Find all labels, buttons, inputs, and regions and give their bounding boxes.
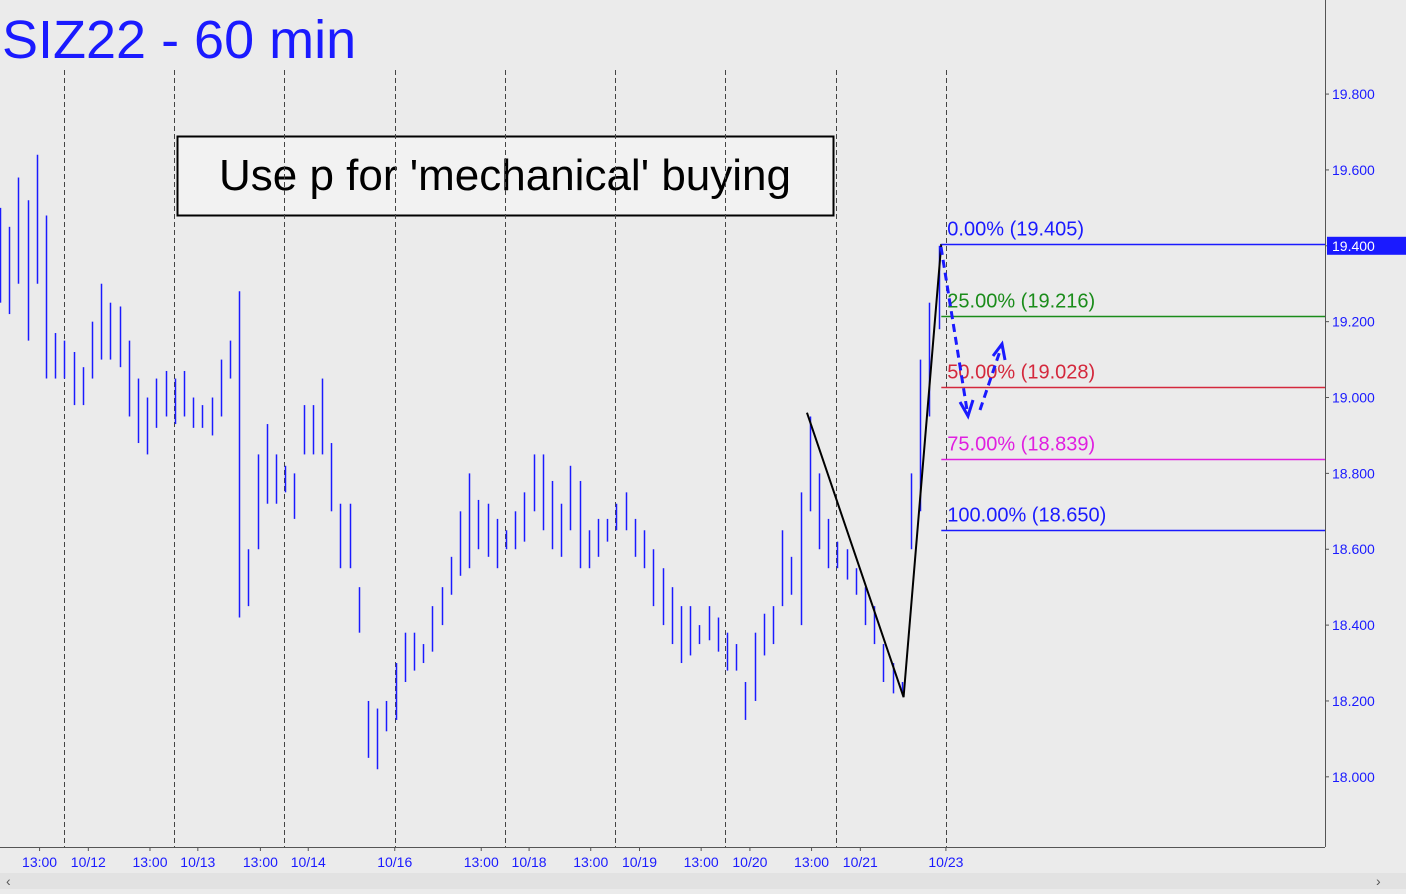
x-tick-label: 13:00: [243, 854, 278, 870]
x-tick-label: 10/18: [512, 854, 547, 870]
x-tick-label: 10/21: [843, 854, 878, 870]
projection-arrow-down: [939, 246, 969, 411]
chart-title: SIZ22 - 60 min: [2, 10, 356, 70]
last-price-label: 19.400: [1332, 238, 1375, 254]
x-tick-label: 10/12: [71, 854, 106, 870]
y-tick-label: 19.600: [1332, 162, 1375, 178]
fib-label: 50.00% (19.028): [947, 362, 1095, 384]
fib-label: 75.00% (18.839): [947, 434, 1095, 456]
x-tick-label: 10/13: [180, 854, 215, 870]
last-price-box: [1327, 236, 1406, 255]
x-tick-label: 13:00: [684, 854, 719, 870]
fib-label: 25.00% (19.216): [947, 291, 1095, 313]
y-tick-label: 19.000: [1332, 390, 1375, 406]
y-tick-label: 19.800: [1332, 86, 1375, 102]
x-tick-label: 13:00: [573, 854, 608, 870]
scrollbar[interactable]: [0, 873, 1406, 889]
x-tick-label: 10/14: [291, 854, 326, 870]
x-tick-label: 13:00: [794, 854, 829, 870]
x-tick-label: 10/16: [377, 854, 412, 870]
scroll-right[interactable]: ›: [1376, 873, 1381, 889]
x-tick-label: 13:00: [132, 854, 167, 870]
x-tick-label: 10/19: [622, 854, 657, 870]
y-tick-label: 18.800: [1332, 465, 1375, 481]
projection-arrow-up: [978, 347, 1003, 411]
y-tick-label: 19.200: [1332, 314, 1375, 330]
arrow-head: [958, 399, 975, 420]
x-tick-label: 10/23: [928, 854, 963, 870]
scroll-left[interactable]: ‹: [6, 873, 11, 889]
y-tick-label: 18.400: [1332, 617, 1375, 633]
y-tick-label: 18.600: [1332, 541, 1375, 557]
y-tick-label: 18.200: [1332, 693, 1375, 709]
fib-label: 100.00% (18.650): [947, 505, 1106, 527]
arrow-head: [991, 340, 1007, 361]
x-tick-label: 10/20: [732, 854, 767, 870]
x-tick-label: 13:00: [22, 854, 57, 870]
x-tick-label: 13:00: [464, 854, 499, 870]
pattern-line: [806, 243, 943, 698]
fib-label: 0.00% (19.405): [947, 219, 1084, 241]
y-tick-label: 18.000: [1332, 769, 1375, 785]
